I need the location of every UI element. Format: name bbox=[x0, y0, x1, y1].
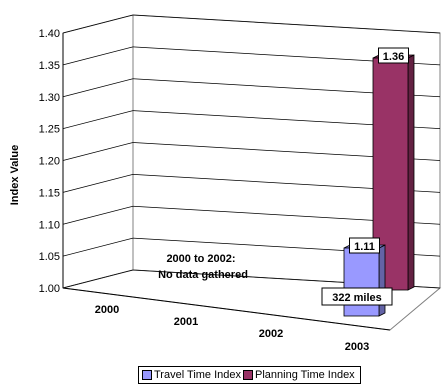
legend: Travel Time Index Planning Time Index bbox=[138, 366, 361, 384]
x-tick-label: 2000 bbox=[95, 304, 119, 316]
miles-callout-box bbox=[321, 287, 393, 306]
legend-label-travel-time: Travel Time Index bbox=[154, 369, 242, 381]
x-axis-line bbox=[62, 287, 391, 331]
y-tick-label: 1.05 bbox=[39, 251, 60, 263]
no-data-note-line2: No data gathered bbox=[158, 269, 248, 281]
x-tick-label: 2001 bbox=[174, 316, 198, 328]
bars: 1.36 1.11 bbox=[343, 47, 415, 317]
y-tick-label: 1.15 bbox=[39, 187, 60, 199]
gridline-side bbox=[62, 78, 134, 98]
data-label-box bbox=[378, 47, 409, 64]
y-tick-label: 1.10 bbox=[39, 219, 60, 231]
no-data-note-line1: 2000 to 2002: bbox=[166, 253, 235, 265]
gridline-side bbox=[62, 174, 134, 193]
data-label: 1.36 bbox=[383, 51, 404, 63]
y-tick-label: 1.00 bbox=[39, 283, 60, 295]
x-axis-ticks: 2000 2001 2002 2003 bbox=[62, 287, 391, 353]
y-tick-label: 1.25 bbox=[39, 124, 60, 136]
y-tick-label: 1.30 bbox=[39, 92, 60, 104]
legend-item-travel-time: Travel Time Index bbox=[142, 369, 241, 381]
data-label-box bbox=[349, 237, 380, 254]
gridline-side bbox=[62, 237, 134, 257]
bar-side bbox=[407, 54, 415, 291]
gridline-side bbox=[62, 142, 134, 161]
y-tick-label: 1.35 bbox=[39, 60, 60, 72]
y-tick-label: 1.20 bbox=[39, 156, 60, 168]
miles-callout-text: 322 miles bbox=[332, 292, 382, 304]
x-tick-label: 2003 bbox=[345, 341, 369, 353]
gridline-side bbox=[62, 110, 134, 129]
miles-callout: 322 miles bbox=[321, 287, 393, 306]
gridline-side bbox=[62, 14, 134, 34]
x-tick-label: 2002 bbox=[259, 328, 283, 340]
bar-front bbox=[343, 247, 380, 317]
legend-label-planning-time: Planning Time Index bbox=[255, 369, 355, 381]
legend-swatch-travel-time bbox=[142, 370, 152, 380]
y-tick-label: 1.40 bbox=[39, 28, 60, 40]
y-axis-ticks: 1.00 1.05 1.10 1.15 1.20 1.25 1.30 1.35 1.40 bbox=[39, 28, 64, 295]
y-axis-label: Index Value bbox=[9, 145, 21, 206]
gridline-side bbox=[62, 46, 134, 66]
data-label: 1.11 bbox=[354, 241, 375, 253]
gridline-side bbox=[62, 269, 134, 289]
legend-item-planning-time: Planning Time Index bbox=[243, 369, 355, 381]
gridline-side bbox=[62, 205, 134, 225]
gridline-back bbox=[132, 14, 441, 34]
legend-swatch-planning-time bbox=[243, 370, 254, 380]
